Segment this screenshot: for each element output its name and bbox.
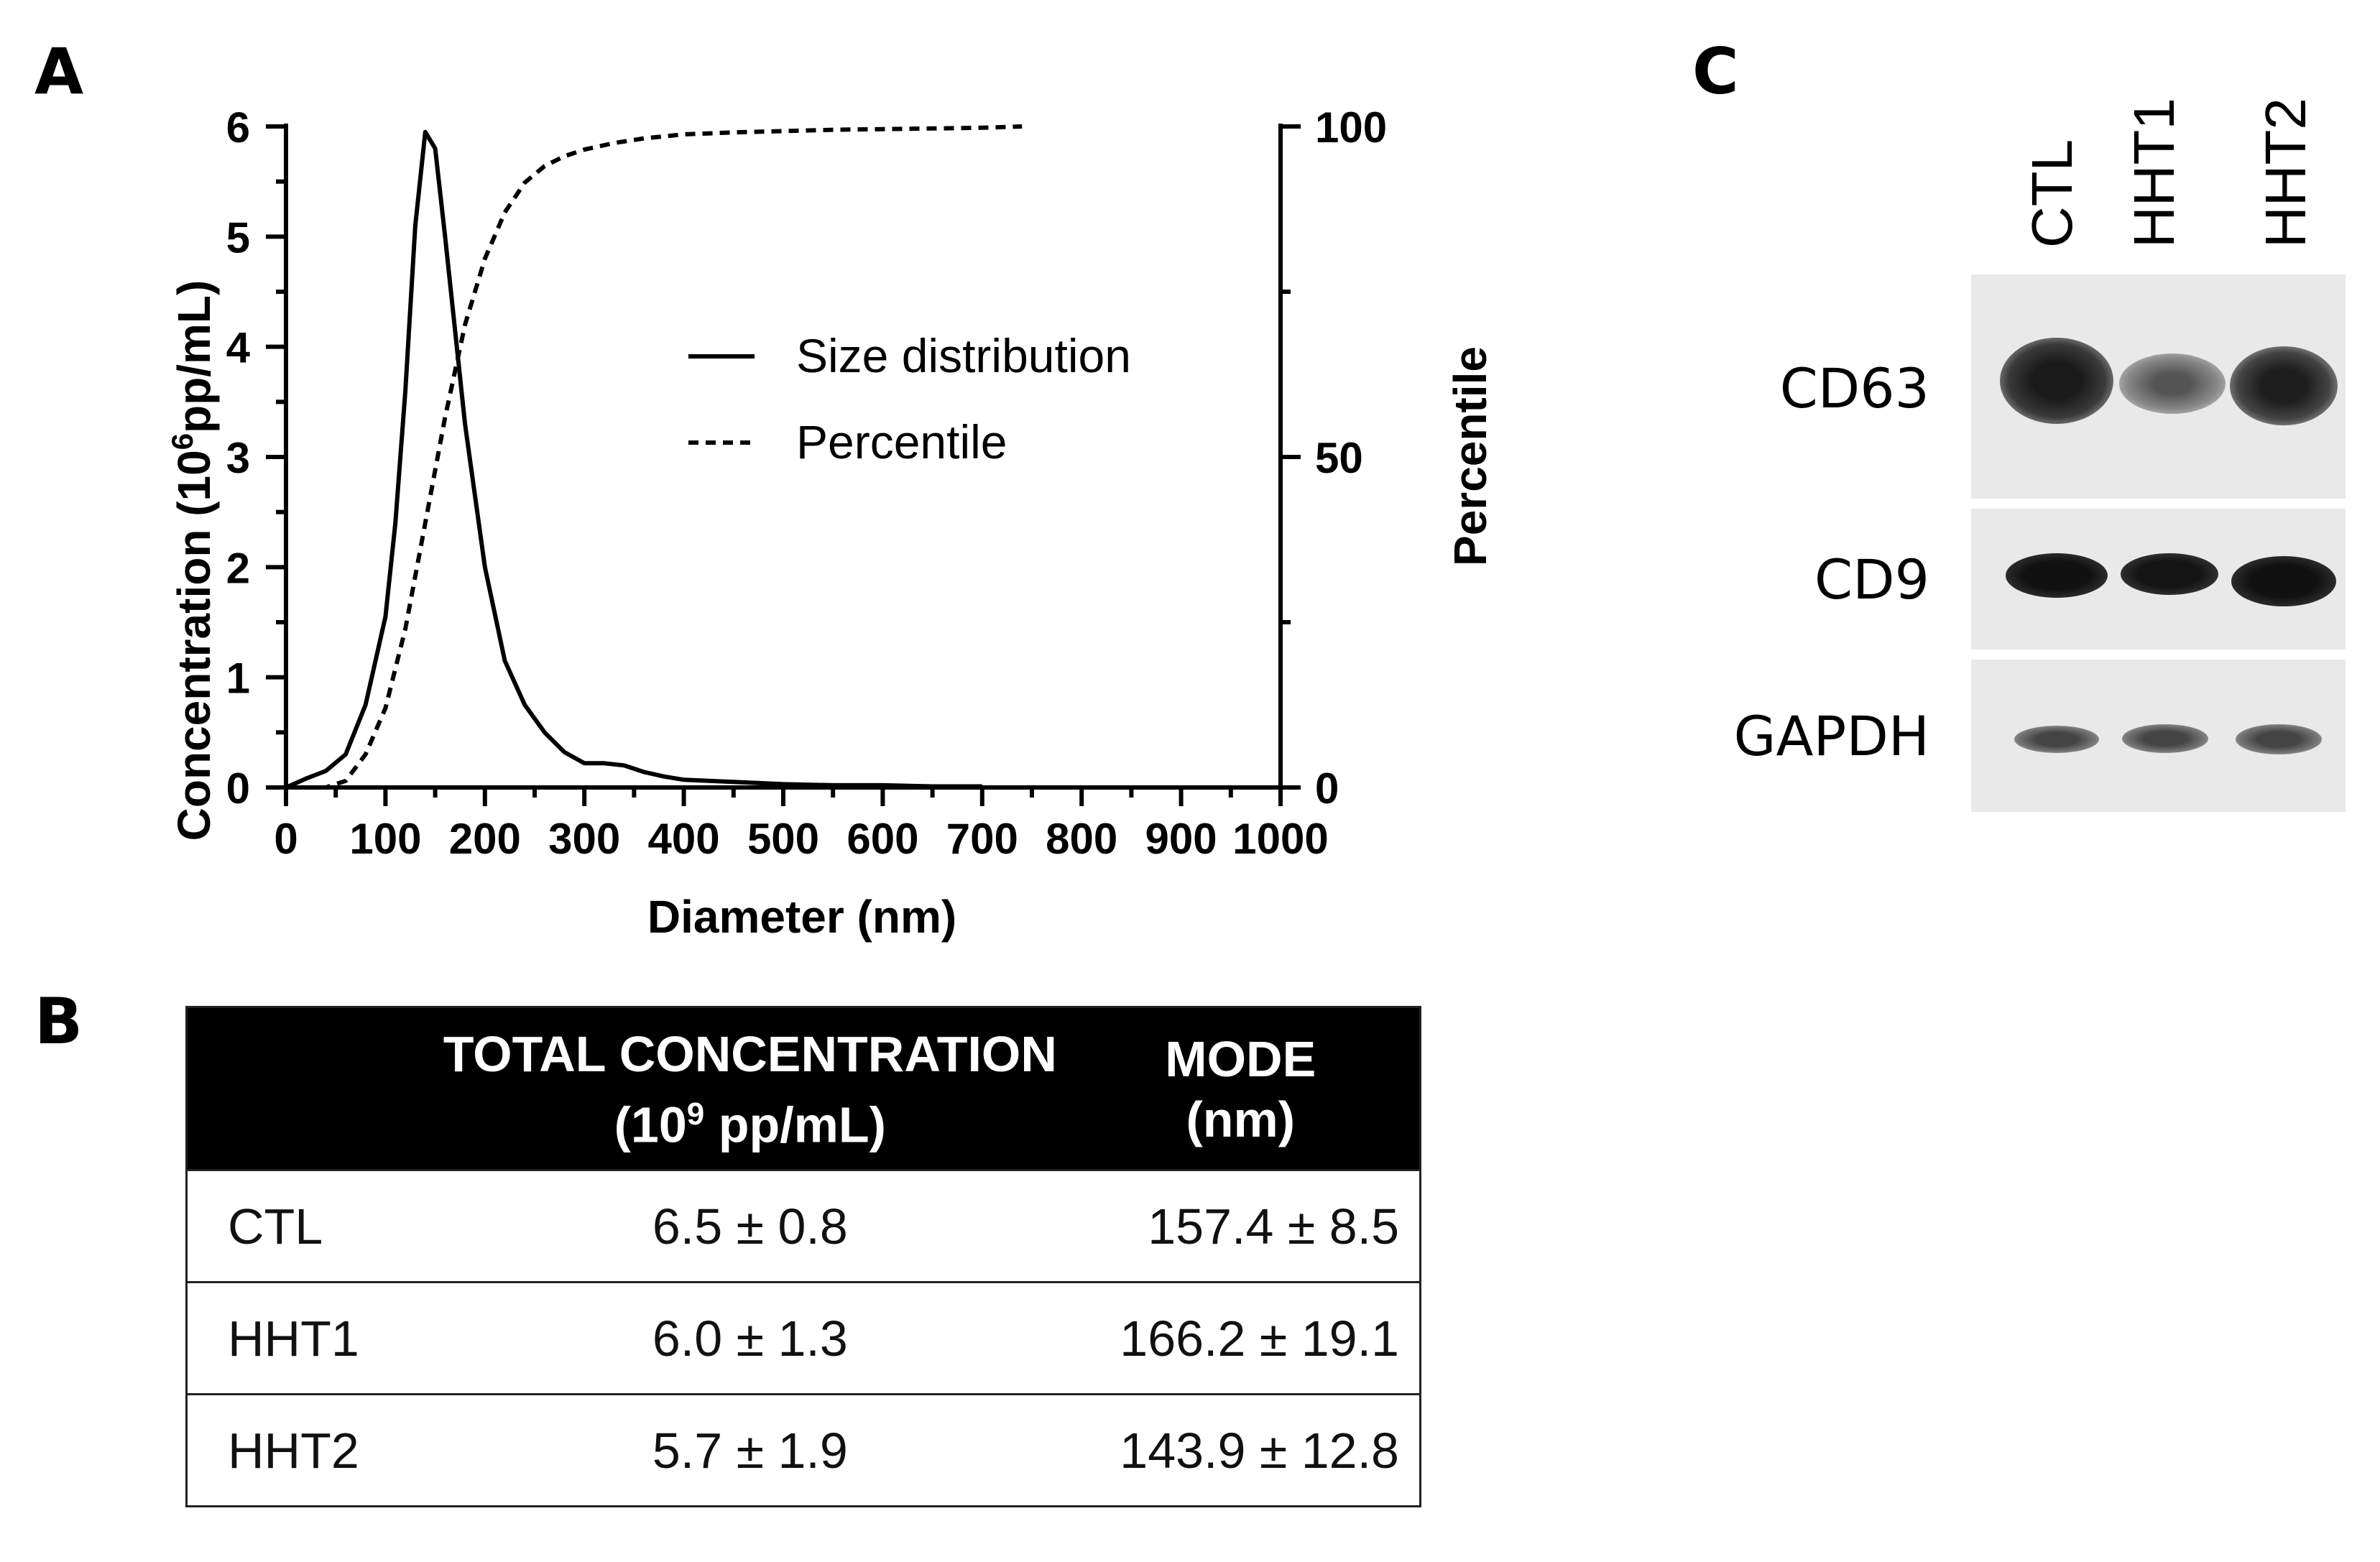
chart-legend: Size distribution Percentile <box>688 329 1131 468</box>
y-left-tick-label: 6 <box>226 103 250 152</box>
y-right-tick-label: 50 <box>1315 434 1363 482</box>
table-row: CTL 6.5 ± 0.8 157.4 ± 8.5 <box>186 1169 1421 1283</box>
x-tick-label: 800 <box>1046 815 1117 863</box>
x-tick-label: 300 <box>548 815 620 863</box>
band-gapdh-ctl <box>2014 726 2099 753</box>
marker-label-cd9: CD9 <box>1814 547 1929 611</box>
y-left-tick-label: 1 <box>226 655 250 703</box>
y-right-tick-label: 100 <box>1315 103 1387 152</box>
panel-label-a: A <box>34 34 84 108</box>
x-tick-label: 100 <box>349 815 421 863</box>
legend-label-size-distribution: Size distribution <box>796 329 1131 382</box>
panel-label-c: C <box>1692 34 1739 108</box>
row-concentration: 6.0 ± 1.3 <box>438 1281 1062 1395</box>
x-axis-label: Diameter (nm) <box>647 891 956 943</box>
row-concentration: 5.7 ± 1.9 <box>438 1393 1062 1507</box>
x-tick-label: 400 <box>648 815 720 863</box>
marker-label-gapdh: GAPDH <box>1733 704 1929 768</box>
band-cd9-ctl <box>2006 553 2108 598</box>
x-tick-label: 700 <box>946 815 1018 863</box>
row-mode: 143.9 ± 12.8 <box>1061 1393 1421 1507</box>
y-left-tick-label: 3 <box>226 434 250 482</box>
row-mode: 157.4 ± 8.5 <box>1061 1169 1421 1283</box>
blot-strip-cd63 <box>1971 274 2346 499</box>
x-tick-label: 600 <box>847 815 918 863</box>
lane-label-hht2: HHT2 <box>2254 98 2317 248</box>
blot-strip-gapdh <box>1971 660 2346 812</box>
y-left-tick-label: 2 <box>226 544 250 592</box>
table-row: HHT1 6.0 ± 1.3 166.2 ± 19.1 <box>186 1281 1421 1395</box>
row-mode: 166.2 ± 19.1 <box>1061 1281 1421 1395</box>
band-cd63-hht1 <box>2119 353 2226 414</box>
y-right-tick-label: 0 <box>1315 764 1339 813</box>
size-distribution-chart: 0 100 200 300 400 500 600 700 800 900 100001234560… <box>165 103 1496 943</box>
lane-label-hht1: HHT1 <box>2122 98 2186 248</box>
band-gapdh-hht2 <box>2236 724 2322 754</box>
y-axis-left-label: Concentration (106pp/mL) <box>165 280 220 841</box>
x-tick-label: 500 <box>747 815 819 863</box>
band-cd9-hht2 <box>2231 556 2336 606</box>
table-header-concentration: TOTAL CONCENTRATION (109 pp/mL) <box>438 1007 1062 1170</box>
series-line-size-distribution <box>285 129 982 790</box>
band-gapdh-hht1 <box>2122 724 2208 753</box>
series-line-percentile <box>286 124 1023 790</box>
marker-label-cd63: CD63 <box>1779 356 1929 420</box>
row-concentration: 6.5 ± 0.8 <box>438 1169 1062 1283</box>
table-header-mode: MODE (nm) <box>1061 1007 1421 1170</box>
row-label: CTL <box>186 1169 438 1283</box>
y-left-tick-label: 4 <box>226 324 251 372</box>
panel-label-b: B <box>34 984 83 1058</box>
chart-series <box>285 124 1023 790</box>
blot-strip-cd9 <box>1971 509 2346 650</box>
table-row: HHT2 5.7 ± 1.9 143.9 ± 12.8 <box>186 1393 1421 1507</box>
x-tick-label: 200 <box>449 815 521 863</box>
x-tick-label: 900 <box>1145 815 1217 863</box>
band-cd9-hht1 <box>2121 553 2218 595</box>
row-label: HHT2 <box>186 1393 438 1507</box>
chart-axes: 0 100 200 300 400 500 600 700 800 900 100001234560… <box>226 103 1387 863</box>
y-left-tick-label: 0 <box>226 764 250 813</box>
table-header-row: TOTAL CONCENTRATION (109 pp/mL) MODE (nm… <box>186 1007 1421 1170</box>
band-cd63-ctl <box>2000 338 2113 424</box>
x-tick-label: 0 <box>274 815 298 863</box>
band-cd63-hht2 <box>2230 346 2338 425</box>
lane-label-ctl: CTL <box>2020 139 2084 248</box>
row-label: HHT1 <box>186 1281 438 1395</box>
legend-label-percentile: Percentile <box>796 415 1007 468</box>
y-left-tick-label: 5 <box>226 213 250 262</box>
nanoparticle-table: TOTAL CONCENTRATION (109 pp/mL) MODE (nm… <box>185 1006 1421 1508</box>
x-tick-label: 1000 <box>1232 815 1328 863</box>
y-axis-right-label: Percentile <box>1444 346 1496 566</box>
table-header-label <box>186 1007 438 1170</box>
